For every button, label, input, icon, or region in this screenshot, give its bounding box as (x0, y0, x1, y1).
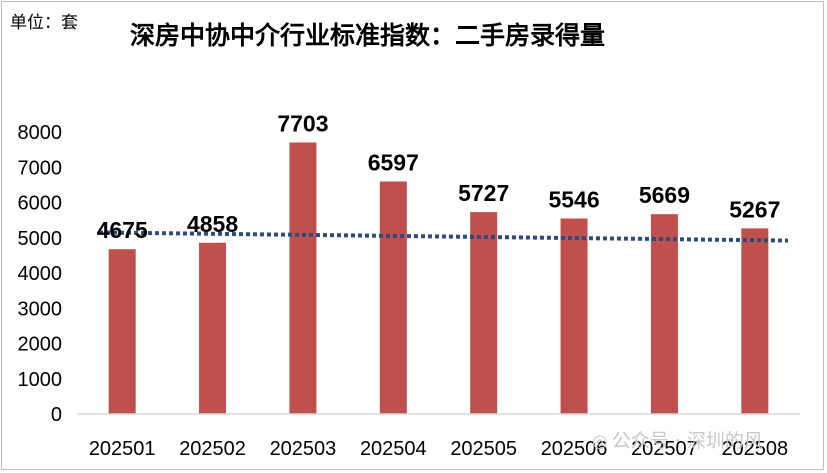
x-tick-label: 202504 (360, 438, 427, 460)
x-tick-label: 202503 (270, 438, 337, 460)
data-label: 6597 (368, 149, 419, 175)
x-tick-label: 202505 (450, 438, 517, 460)
y-tick-label: 0 (51, 404, 62, 426)
x-tick-label: 202508 (721, 438, 788, 460)
bar (108, 249, 136, 414)
watermark: ◎ 公众号 · 深圳的风 (592, 426, 763, 453)
y-axis-ticks: 0 1000 2000 3000 4000 5000 6000 7000 8000 (18, 122, 63, 426)
data-label: 5669 (639, 182, 690, 208)
data-labels: 4675 4858 7703 6597 5727 5546 5669 5267 (97, 110, 781, 243)
bar (560, 218, 588, 414)
data-label: 4858 (187, 211, 238, 237)
trendline-layer (98, 230, 789, 243)
y-tick-label: 5000 (18, 228, 63, 250)
trendline (98, 230, 789, 243)
unit-label: 单位：套 (10, 13, 78, 33)
x-tick-label: 202506 (541, 438, 608, 460)
data-label: 5267 (729, 196, 780, 222)
watermark-text: 公众号 · 深圳的风 (611, 430, 763, 452)
data-label: 4675 (97, 217, 148, 243)
bar (470, 212, 498, 414)
y-tick-label: 2000 (18, 334, 63, 356)
data-label: 5546 (548, 187, 599, 213)
y-tick-label: 4000 (18, 263, 63, 285)
bar (379, 181, 407, 414)
y-tick-label: 7000 (18, 157, 63, 179)
bar (650, 214, 678, 414)
y-tick-label: 1000 (18, 369, 63, 391)
y-tick-label: 6000 (18, 193, 63, 215)
chart-title: 深房中协中介行业标准指数：二手房录得量 (130, 21, 606, 50)
bar (199, 242, 227, 414)
bar (741, 228, 769, 414)
x-tick-label: 202501 (89, 438, 156, 460)
y-tick-label: 3000 (18, 298, 63, 320)
wechat-icon: ◎ (592, 431, 608, 452)
data-label: 7703 (277, 110, 328, 136)
x-tick-label: 202502 (179, 438, 246, 460)
y-tick-label: 8000 (18, 122, 63, 144)
data-label: 5727 (458, 180, 509, 206)
bars (108, 142, 769, 415)
x-axis-ticks: 202501 202502 202503 202504 202505 202506 2025… (77, 413, 800, 460)
x-tick-label: 202507 (631, 438, 698, 460)
bar (289, 142, 317, 415)
